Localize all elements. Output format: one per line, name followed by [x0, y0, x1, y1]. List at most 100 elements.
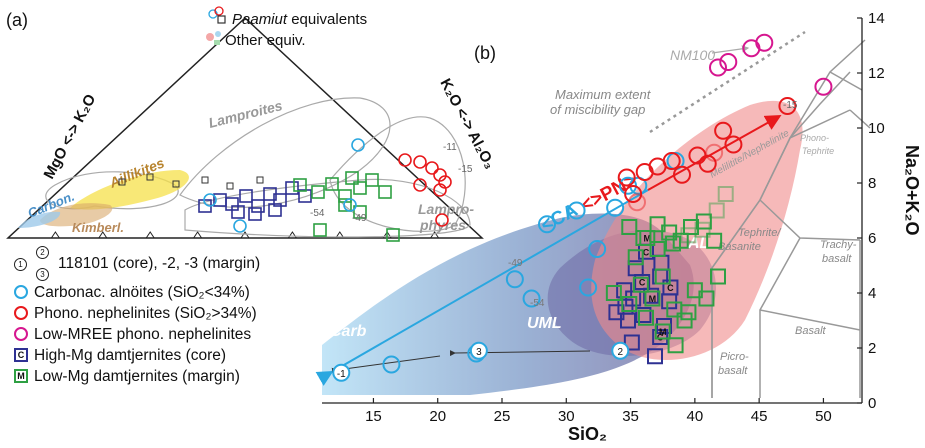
- ternary-point-square: [386, 228, 400, 242]
- pt-label-15: -15: [783, 100, 798, 111]
- ternary-point-square: [353, 181, 367, 195]
- ternary-tick: [98, 231, 108, 239]
- y-tick-label: 0: [868, 395, 876, 412]
- data-point-square: [652, 329, 669, 345]
- other-dot-blue-icon: [215, 31, 221, 37]
- blue-circle-icon: [14, 285, 28, 299]
- data-point-circle: [662, 152, 681, 170]
- tas-diagram: 15 20 25 30 35 40 45 50 0 2 4 6 8 10 12 14 Maximum ext…: [315, 10, 922, 444]
- label-uml: UML: [527, 315, 562, 332]
- ternary-tick: [193, 231, 203, 239]
- data-point-circle: [538, 215, 556, 234]
- ternary-point-square: [325, 177, 339, 191]
- label-al: AL: [687, 235, 709, 252]
- data-point-circle: [332, 363, 351, 382]
- data-point-square: [621, 296, 638, 312]
- ternary-right-axis: K₂O <-> Al₂O₃: [436, 76, 498, 172]
- ternary-point-circle: [433, 183, 447, 197]
- data-point-circle: [705, 143, 724, 162]
- ternary-point-square: [251, 199, 265, 213]
- ternary-point-small: [256, 176, 264, 184]
- legend-label: Phono. nephelinites (SiO₂>34%): [34, 305, 257, 322]
- data-point-circle: [628, 193, 646, 212]
- data-point-square: [627, 260, 644, 277]
- ternary-point-circle: [413, 155, 427, 169]
- ternary-point-circle: [343, 198, 357, 212]
- data-point-square: [717, 186, 734, 202]
- data-point-square: [654, 323, 671, 340]
- legend-item-phono: Phono. nephelinites (SiO₂>34%): [6, 303, 336, 324]
- red-circle-icon: [14, 306, 28, 320]
- data-point-square: [617, 298, 634, 315]
- core-num-1: 1: [14, 258, 27, 271]
- paamiut-square-icon: [217, 15, 226, 24]
- y-tick-label: 6: [868, 230, 876, 247]
- ternary-point-small: [201, 176, 209, 184]
- legend-label: Low-MREE phono. nephelinites: [34, 326, 252, 343]
- y-tick-label: 8: [868, 175, 876, 192]
- data-point-circle: [724, 135, 743, 154]
- ternary-point-square: [239, 189, 253, 203]
- data-point-square: [694, 221, 711, 238]
- ternary-tick: [240, 231, 250, 239]
- ternary-point-square: [338, 198, 352, 212]
- y-tick-label: 2: [868, 340, 876, 357]
- data-point-mark: M: [659, 327, 667, 337]
- x-tick-label: 20: [429, 408, 446, 425]
- data-point-square: [647, 348, 663, 365]
- ternary-tick: [335, 231, 345, 239]
- field-kimberl: Kimberl.: [72, 220, 124, 235]
- data-point-circle: [755, 33, 774, 52]
- field-tephrite-2: Basanite: [718, 241, 761, 253]
- data-point-circle: [719, 53, 738, 71]
- ternary-point-square: [298, 189, 312, 203]
- ternary-tick: [50, 231, 60, 239]
- panel-label-b: (b): [474, 43, 496, 63]
- field-picro-1: Picro-: [720, 351, 749, 363]
- field-phono-2: Tephrite: [802, 146, 834, 156]
- ternary-point-square: [231, 205, 245, 219]
- data-point-square: [635, 307, 652, 323]
- data-point-circle: [673, 165, 691, 184]
- ternary-point-square: [378, 185, 392, 199]
- x-tick-label: 30: [558, 408, 575, 425]
- ternary-point-square: [313, 223, 327, 237]
- paamiut-equivalents: equivalents: [287, 11, 367, 28]
- x-tick-label: 15: [365, 408, 382, 425]
- pn-trend-arrow: [647, 115, 782, 191]
- data-point-square: [661, 224, 678, 241]
- data-point-square: [644, 290, 661, 307]
- nm100-label: NM100: [670, 47, 715, 63]
- data-point-square: [623, 334, 640, 351]
- data-point-square: [643, 287, 660, 304]
- data-point-circle: [588, 240, 607, 258]
- other-dot-green-icon: [214, 40, 220, 45]
- ternary-point-square: [353, 205, 367, 219]
- legend-item-carbonac: Carbonac. alnöites (SiO₂<34%): [6, 282, 336, 303]
- data-point-square: [698, 290, 715, 307]
- y-tick-label: 12: [868, 65, 885, 82]
- tern-label-11: -11: [443, 142, 457, 153]
- data-point-circle: [522, 289, 541, 308]
- tas-axes: [322, 18, 863, 404]
- data-point-square: [667, 337, 684, 354]
- ternary-tick: [145, 231, 155, 239]
- data-point-square: [680, 227, 697, 244]
- ternary-point-square: [345, 171, 359, 185]
- data-point-circle: [469, 341, 488, 360]
- label-carb: Carb: [330, 323, 367, 340]
- tas-boundaries: [711, 39, 871, 398]
- miscibility-gap-line: [649, 30, 806, 134]
- data-point-mark: M: [644, 234, 652, 244]
- magenta-circle-icon: [14, 327, 28, 341]
- green-square-icon: M: [14, 369, 28, 383]
- legend: 1 2 3 118101 (core), -2, -3 (margin) Car…: [6, 246, 336, 387]
- ternary-point-square: [293, 178, 307, 192]
- y-tick-label: 4: [868, 285, 876, 302]
- field-lamprophyres-1: Lampro-: [418, 201, 474, 217]
- ternary-point-circle: [413, 178, 427, 192]
- data-point-circle: [579, 278, 598, 297]
- data-point-circle: [709, 58, 727, 77]
- data-point-square: [695, 213, 712, 230]
